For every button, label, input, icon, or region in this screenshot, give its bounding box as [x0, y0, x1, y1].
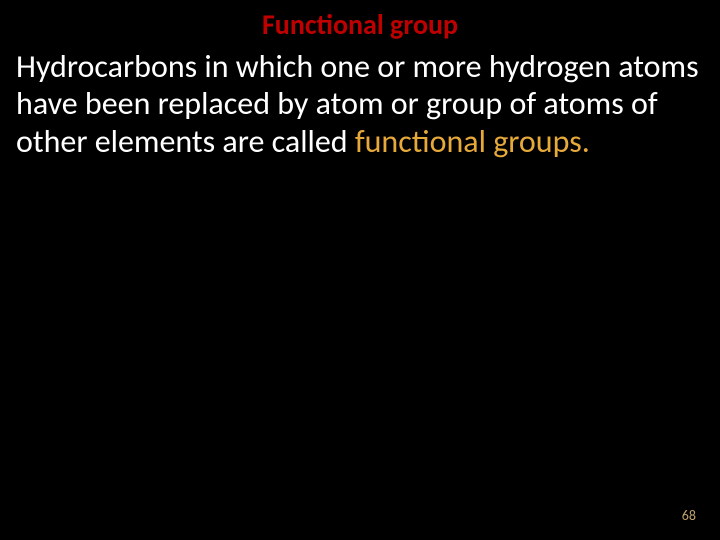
body-text-highlight: functional groups. [355, 122, 590, 161]
slide-title: Functional group [16, 8, 704, 42]
slide-container: Functional group Hydrocarbons in which o… [0, 0, 720, 540]
page-number: 68 [682, 507, 696, 524]
slide-body: Hydrocarbons in which one or more hydrog… [16, 48, 704, 161]
